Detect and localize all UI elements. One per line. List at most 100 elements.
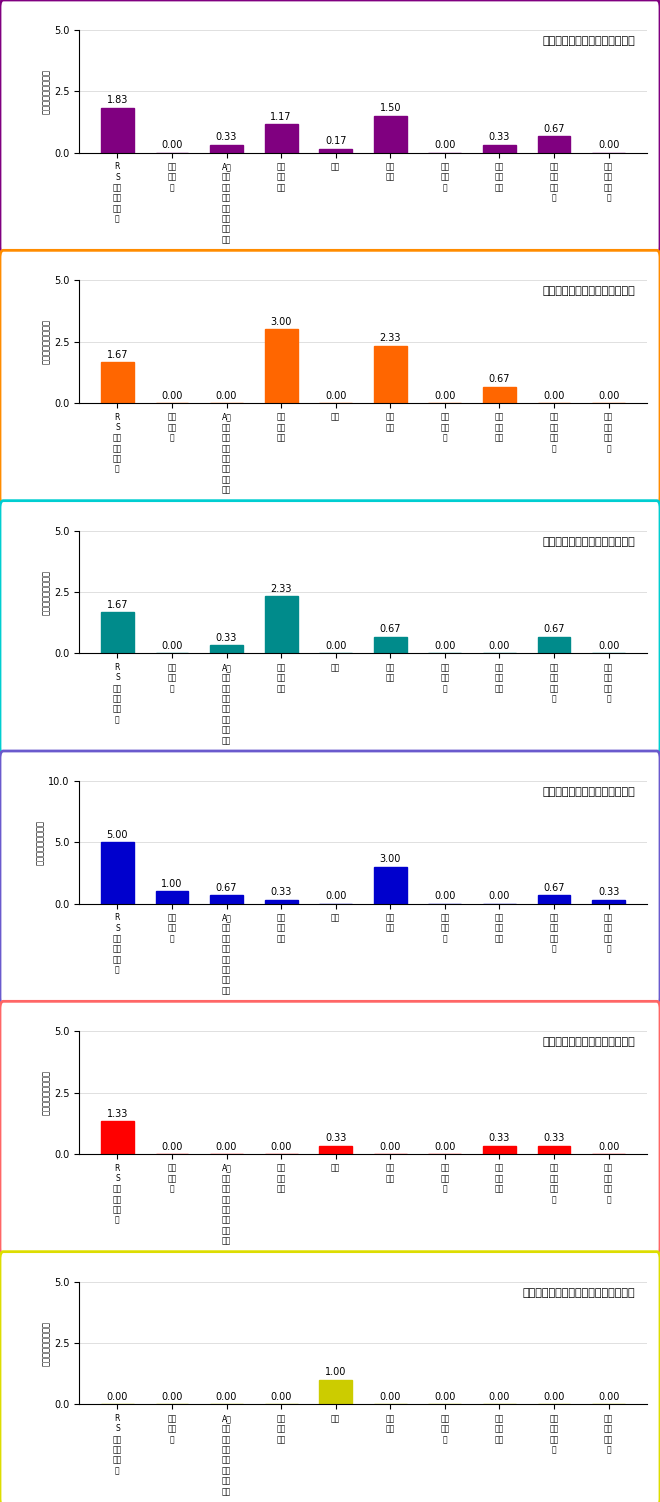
Text: 0.67: 0.67 bbox=[543, 883, 565, 894]
Text: 0.00: 0.00 bbox=[434, 641, 455, 650]
Text: 1.00: 1.00 bbox=[325, 1367, 346, 1377]
Text: 0.67: 0.67 bbox=[379, 625, 401, 634]
Text: 0.00: 0.00 bbox=[543, 391, 565, 401]
Bar bbox=[265, 329, 298, 403]
Bar bbox=[101, 108, 134, 153]
Text: 0.00: 0.00 bbox=[489, 1392, 510, 1401]
Text: 0.00: 0.00 bbox=[107, 1392, 128, 1401]
Text: 1.33: 1.33 bbox=[107, 1108, 128, 1119]
Y-axis label: 定点当たりの報告数: 定点当たりの報告数 bbox=[42, 1071, 51, 1114]
Text: 0.00: 0.00 bbox=[216, 391, 237, 401]
Text: 3.00: 3.00 bbox=[271, 317, 292, 327]
Text: 中区の疾患別定点当たり報告数: 中区の疾患別定点当たり報告数 bbox=[543, 787, 636, 798]
Bar bbox=[538, 1146, 570, 1154]
Text: 0.00: 0.00 bbox=[161, 391, 183, 401]
Text: 0.17: 0.17 bbox=[325, 137, 346, 146]
Text: 0.00: 0.00 bbox=[434, 891, 455, 901]
Text: 西区の疾患別定点当たり報告数: 西区の疾患別定点当たり報告数 bbox=[543, 536, 636, 547]
Text: 0.33: 0.33 bbox=[325, 1134, 346, 1143]
Text: 0.00: 0.00 bbox=[325, 391, 346, 401]
Text: 0.00: 0.00 bbox=[379, 1392, 401, 1401]
Bar bbox=[374, 345, 407, 403]
Text: 1.67: 1.67 bbox=[107, 599, 128, 610]
Text: 1.00: 1.00 bbox=[161, 879, 183, 889]
Bar bbox=[374, 637, 407, 653]
Text: 2.33: 2.33 bbox=[271, 584, 292, 593]
Y-axis label: 定点当たりの報告数: 定点当たりの報告数 bbox=[42, 320, 51, 363]
Bar bbox=[592, 900, 625, 904]
Text: 0.33: 0.33 bbox=[271, 888, 292, 897]
Text: 0.00: 0.00 bbox=[598, 1142, 619, 1152]
Text: 北区の疾患別定点当たり報告数: 北区の疾患別定点当たり報告数 bbox=[543, 36, 636, 47]
Text: 0.00: 0.00 bbox=[161, 1392, 183, 1401]
Bar bbox=[210, 895, 243, 904]
Bar bbox=[538, 637, 570, 653]
Text: 0.00: 0.00 bbox=[489, 641, 510, 650]
Bar bbox=[374, 867, 407, 904]
Text: 0.33: 0.33 bbox=[489, 1134, 510, 1143]
Text: 0.00: 0.00 bbox=[434, 140, 455, 150]
Text: 1.17: 1.17 bbox=[271, 111, 292, 122]
Text: 0.67: 0.67 bbox=[543, 625, 565, 634]
Y-axis label: 定点当たりの報告数: 定点当たりの報告数 bbox=[36, 820, 46, 865]
Text: 0.00: 0.00 bbox=[216, 1392, 237, 1401]
Text: 0.00: 0.00 bbox=[379, 1142, 401, 1152]
Text: 3.00: 3.00 bbox=[379, 855, 401, 865]
Y-axis label: 定点当たりの報告数: 定点当たりの報告数 bbox=[42, 569, 51, 614]
Text: 1.50: 1.50 bbox=[379, 104, 401, 114]
Bar bbox=[319, 1380, 352, 1404]
Text: 0.00: 0.00 bbox=[598, 641, 619, 650]
Text: 0.33: 0.33 bbox=[216, 632, 237, 643]
Bar bbox=[210, 144, 243, 153]
Text: 1.67: 1.67 bbox=[107, 350, 128, 359]
Text: 1.83: 1.83 bbox=[107, 95, 128, 105]
Bar bbox=[101, 362, 134, 403]
Bar bbox=[483, 386, 516, 403]
Bar bbox=[483, 1146, 516, 1154]
Text: 0.67: 0.67 bbox=[543, 123, 565, 134]
Text: 0.00: 0.00 bbox=[325, 891, 346, 901]
Text: 0.00: 0.00 bbox=[271, 1392, 292, 1401]
Y-axis label: 定点当たりの報告数: 定点当たりの報告数 bbox=[42, 1320, 51, 1365]
Text: 0.00: 0.00 bbox=[161, 641, 183, 650]
Bar bbox=[265, 596, 298, 653]
Text: 0.00: 0.00 bbox=[271, 1142, 292, 1152]
Text: 0.67: 0.67 bbox=[216, 883, 238, 894]
Text: 0.33: 0.33 bbox=[489, 132, 510, 143]
Bar bbox=[101, 843, 134, 904]
Text: 0.33: 0.33 bbox=[216, 132, 237, 143]
Text: 0.00: 0.00 bbox=[598, 391, 619, 401]
Text: 0.00: 0.00 bbox=[543, 1392, 565, 1401]
Text: 0.00: 0.00 bbox=[434, 1142, 455, 1152]
Text: 南区の疾患別定点当たり報告数: 南区の疾患別定点当たり報告数 bbox=[543, 1038, 636, 1047]
Bar bbox=[156, 891, 188, 904]
Bar bbox=[265, 900, 298, 904]
Text: 0.00: 0.00 bbox=[216, 1142, 237, 1152]
Bar bbox=[210, 646, 243, 653]
Bar bbox=[319, 149, 352, 153]
Text: 堺区の疾患別定点当たり報告数: 堺区の疾患別定点当たり報告数 bbox=[543, 287, 636, 296]
Bar bbox=[101, 1122, 134, 1154]
Text: 0.00: 0.00 bbox=[325, 641, 346, 650]
Bar bbox=[265, 125, 298, 153]
Text: 0.00: 0.00 bbox=[598, 140, 619, 150]
Bar bbox=[538, 137, 570, 153]
Text: 0.33: 0.33 bbox=[543, 1134, 565, 1143]
Text: 東・美原区の疾患別定点当たり報告数: 東・美原区の疾患別定点当たり報告数 bbox=[523, 1287, 636, 1298]
Text: 0.00: 0.00 bbox=[434, 1392, 455, 1401]
Text: 0.00: 0.00 bbox=[434, 391, 455, 401]
Y-axis label: 定点当たりの報告数: 定点当たりの報告数 bbox=[42, 69, 51, 114]
Bar bbox=[538, 895, 570, 904]
Bar bbox=[101, 613, 134, 653]
Bar bbox=[374, 116, 407, 153]
Text: 0.00: 0.00 bbox=[161, 1142, 183, 1152]
Text: 2.33: 2.33 bbox=[379, 333, 401, 344]
Text: 0.00: 0.00 bbox=[598, 1392, 619, 1401]
Bar bbox=[319, 1146, 352, 1154]
Text: 0.00: 0.00 bbox=[489, 891, 510, 901]
Text: 0.00: 0.00 bbox=[161, 140, 183, 150]
Text: 5.00: 5.00 bbox=[107, 831, 128, 840]
Bar bbox=[483, 144, 516, 153]
Text: 0.33: 0.33 bbox=[598, 888, 619, 897]
Text: 0.67: 0.67 bbox=[488, 374, 510, 385]
